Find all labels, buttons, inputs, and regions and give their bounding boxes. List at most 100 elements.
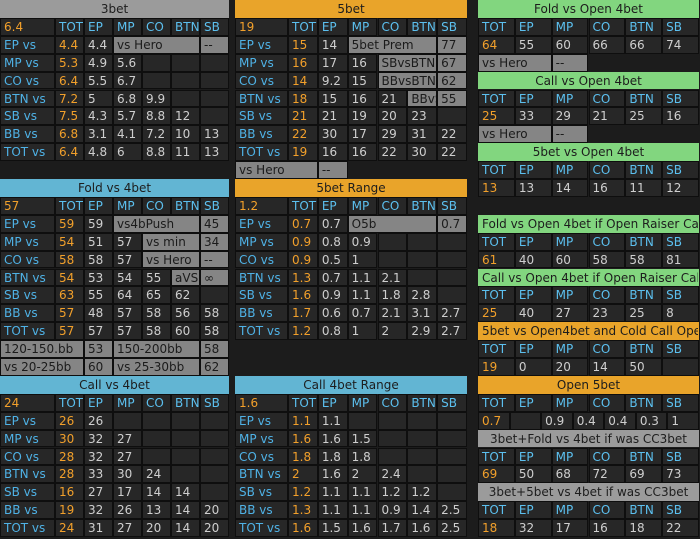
- corner-value: 6.4: [0, 17, 55, 36]
- split-value: 60: [84, 358, 113, 376]
- side-label: 5bet Prem: [347, 35, 438, 54]
- row-label: EP vs: [235, 411, 288, 430]
- stat-value: 55: [142, 268, 171, 287]
- empty-cell: [437, 286, 467, 305]
- column-header: TOT: [478, 286, 515, 305]
- stat-value: 6.4: [55, 71, 84, 90]
- column-header: TOT: [55, 196, 84, 215]
- empty-cell: [407, 447, 438, 466]
- side-value: 0.7: [437, 214, 467, 233]
- column-header: SB: [662, 17, 699, 36]
- row-label: BB vs: [0, 304, 55, 323]
- empty-cell: [142, 53, 171, 72]
- side-value: --: [200, 35, 229, 54]
- stat-value: 0.3: [635, 411, 668, 430]
- stat-value: 2.7: [437, 322, 467, 341]
- stat-value: 17: [317, 53, 348, 72]
- row-label: SB vs: [235, 286, 288, 305]
- stat-value: 17: [551, 519, 589, 537]
- stat-value: 22: [437, 143, 467, 162]
- stat-value: 11: [171, 143, 200, 162]
- empty-cell: [200, 107, 229, 126]
- stat-value: 7.2: [55, 89, 84, 108]
- stat-value: 66: [625, 35, 663, 54]
- column-header: CO: [588, 232, 626, 251]
- stat-value: 19: [288, 143, 318, 162]
- column-header: EP: [514, 393, 552, 412]
- stat-value: 20: [200, 519, 229, 537]
- row-label: SB vs: [235, 483, 288, 502]
- stat-value: 2.5: [437, 519, 467, 537]
- stat-value: 9.9: [142, 89, 171, 108]
- column-header: EP: [514, 340, 552, 358]
- stat-value: 0.7: [317, 268, 348, 287]
- stat-value: 1.8: [288, 447, 318, 466]
- stat-value: 30: [317, 125, 348, 144]
- column-header: EP: [514, 232, 552, 251]
- stat-value: 6.4: [55, 143, 84, 162]
- stat-value: 0.5: [317, 250, 348, 269]
- empty-cell: [437, 411, 467, 430]
- stat-value: 1.6: [317, 429, 348, 448]
- stat-value: 27: [113, 429, 142, 448]
- side-label: aVS: [171, 268, 200, 287]
- row-label: EP vs: [0, 214, 55, 233]
- empty-cell: [171, 53, 200, 72]
- stat-value: 21: [288, 107, 318, 126]
- panel-header: Call vs Open 4bet if Open Raiser Calls: [478, 268, 699, 287]
- stat-value: 24: [142, 465, 171, 484]
- stat-value: 58: [142, 322, 171, 341]
- column-header: CO: [377, 196, 408, 215]
- row-label: BTN vs: [0, 465, 55, 484]
- panel-header: 5bet vs Open4bet and Cold Call Open4bet: [478, 322, 699, 341]
- column-header: EP: [84, 17, 113, 36]
- stat-value: 25: [478, 107, 515, 126]
- stat-value: 5.7: [113, 107, 142, 126]
- stat-value: 0.9: [317, 286, 348, 305]
- stat-value: 1.5: [317, 519, 348, 537]
- column-header: EP: [317, 17, 348, 36]
- stat-value: 21: [317, 107, 348, 126]
- stat-value: [509, 411, 542, 430]
- column-header: TOT: [478, 393, 515, 412]
- stat-value: 1.1: [347, 501, 378, 520]
- stat-value: 69: [478, 465, 515, 484]
- column-header: MP: [551, 232, 589, 251]
- stat-value: 10: [171, 125, 200, 144]
- row-label: CO vs: [0, 250, 55, 269]
- column-header: SB: [200, 393, 229, 412]
- panel-header: Call vs Open 4bet: [478, 71, 699, 90]
- corner-value: 1.2: [235, 196, 288, 215]
- corner-value: 57: [0, 196, 55, 215]
- column-header: BTN: [171, 196, 200, 215]
- stat-value: 1.1: [347, 483, 378, 502]
- stat-value: 16: [347, 143, 378, 162]
- stat-value: 1.6: [317, 465, 348, 484]
- stat-value: 3.1: [407, 304, 438, 323]
- column-header: BTN: [625, 286, 663, 305]
- column-header: EP: [514, 286, 552, 305]
- column-header: MP: [113, 17, 142, 36]
- column-header: TOT: [478, 232, 515, 251]
- empty-cell: [171, 465, 200, 484]
- stat-value: 57: [55, 322, 84, 341]
- column-header: CO: [588, 340, 626, 358]
- panel-header: 5bet: [235, 0, 467, 18]
- stat-value: 1.8: [347, 447, 378, 466]
- column-header: SB: [662, 501, 699, 520]
- empty-cell: [171, 429, 200, 448]
- column-header: CO: [588, 393, 626, 412]
- column-header: EP: [514, 89, 552, 108]
- column-header: SB: [437, 17, 467, 36]
- stat-value: 48: [84, 304, 113, 323]
- column-header: SB: [200, 17, 229, 36]
- stat-value: 22: [288, 125, 318, 144]
- row-label: TOT vs: [235, 322, 288, 341]
- empty-cell: [200, 89, 229, 108]
- stat-value: 5: [84, 89, 113, 108]
- row-label: SB vs: [0, 286, 55, 305]
- stat-value: 14: [171, 483, 200, 502]
- stat-value: 50: [625, 358, 663, 376]
- stat-value: 13: [478, 179, 515, 197]
- empty-cell: [437, 483, 467, 502]
